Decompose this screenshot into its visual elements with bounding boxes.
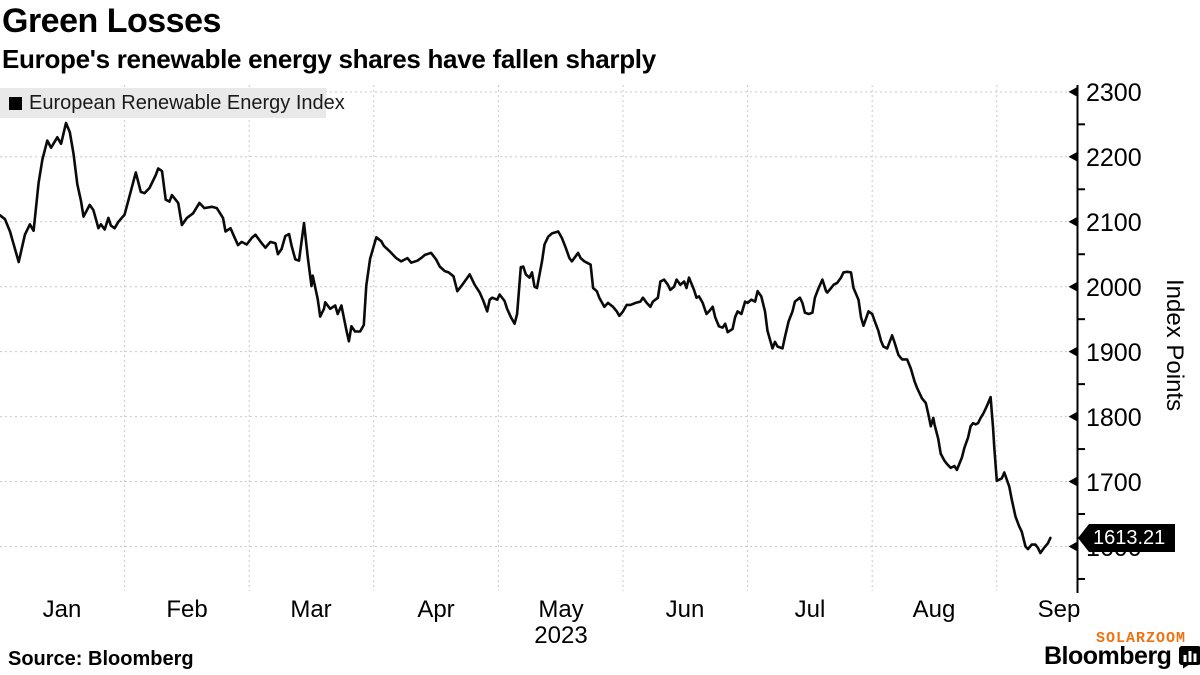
y-axis-title: Index Points (1161, 278, 1188, 412)
legend-swatch-icon (9, 96, 22, 110)
x-tick-label: May (538, 596, 584, 623)
y-tick-label: 1900 (1086, 339, 1142, 367)
last-price-value: 1613.21 (1093, 526, 1166, 549)
chart-subtitle: Europe's renewable energy shares have fa… (2, 44, 656, 74)
x-tick-label: Sep (1037, 596, 1081, 623)
x-tick-label: Jan (42, 596, 82, 623)
y-tick-label: 2200 (1086, 144, 1142, 172)
brand-wordmark: Bloomberg (1044, 642, 1172, 670)
x-tick-label: Aug (912, 596, 956, 623)
watermark-label: SOLARZOOM (1096, 630, 1187, 647)
y-tick-label: 1700 (1086, 469, 1142, 497)
x-tick-label: Mar (290, 596, 332, 623)
y-tick-label: 2100 (1086, 209, 1142, 237)
last-price-badge: 1613.21 (1078, 524, 1175, 552)
y-tick-label: 2000 (1086, 274, 1142, 302)
legend-series-label: European Renewable Energy Index (29, 91, 345, 114)
x-axis-year-label: 2023 (534, 622, 588, 649)
source-credit: Source: Bloomberg (8, 648, 194, 670)
price-line (0, 121, 1052, 555)
legend: European Renewable Energy Index (0, 88, 345, 118)
y-tick-label: 1800 (1086, 404, 1142, 432)
x-tick-label: Apr (417, 596, 455, 623)
page-title: Green Losses (2, 2, 221, 40)
x-tick-label: Jul (794, 596, 826, 623)
brand-row: Bloomberg (1044, 642, 1200, 671)
y-tick-label: 2300 (1086, 79, 1142, 107)
x-tick-label: Jun (665, 596, 705, 623)
bloomberg-logo-icon (1179, 645, 1200, 668)
x-tick-label: Feb (166, 596, 208, 623)
